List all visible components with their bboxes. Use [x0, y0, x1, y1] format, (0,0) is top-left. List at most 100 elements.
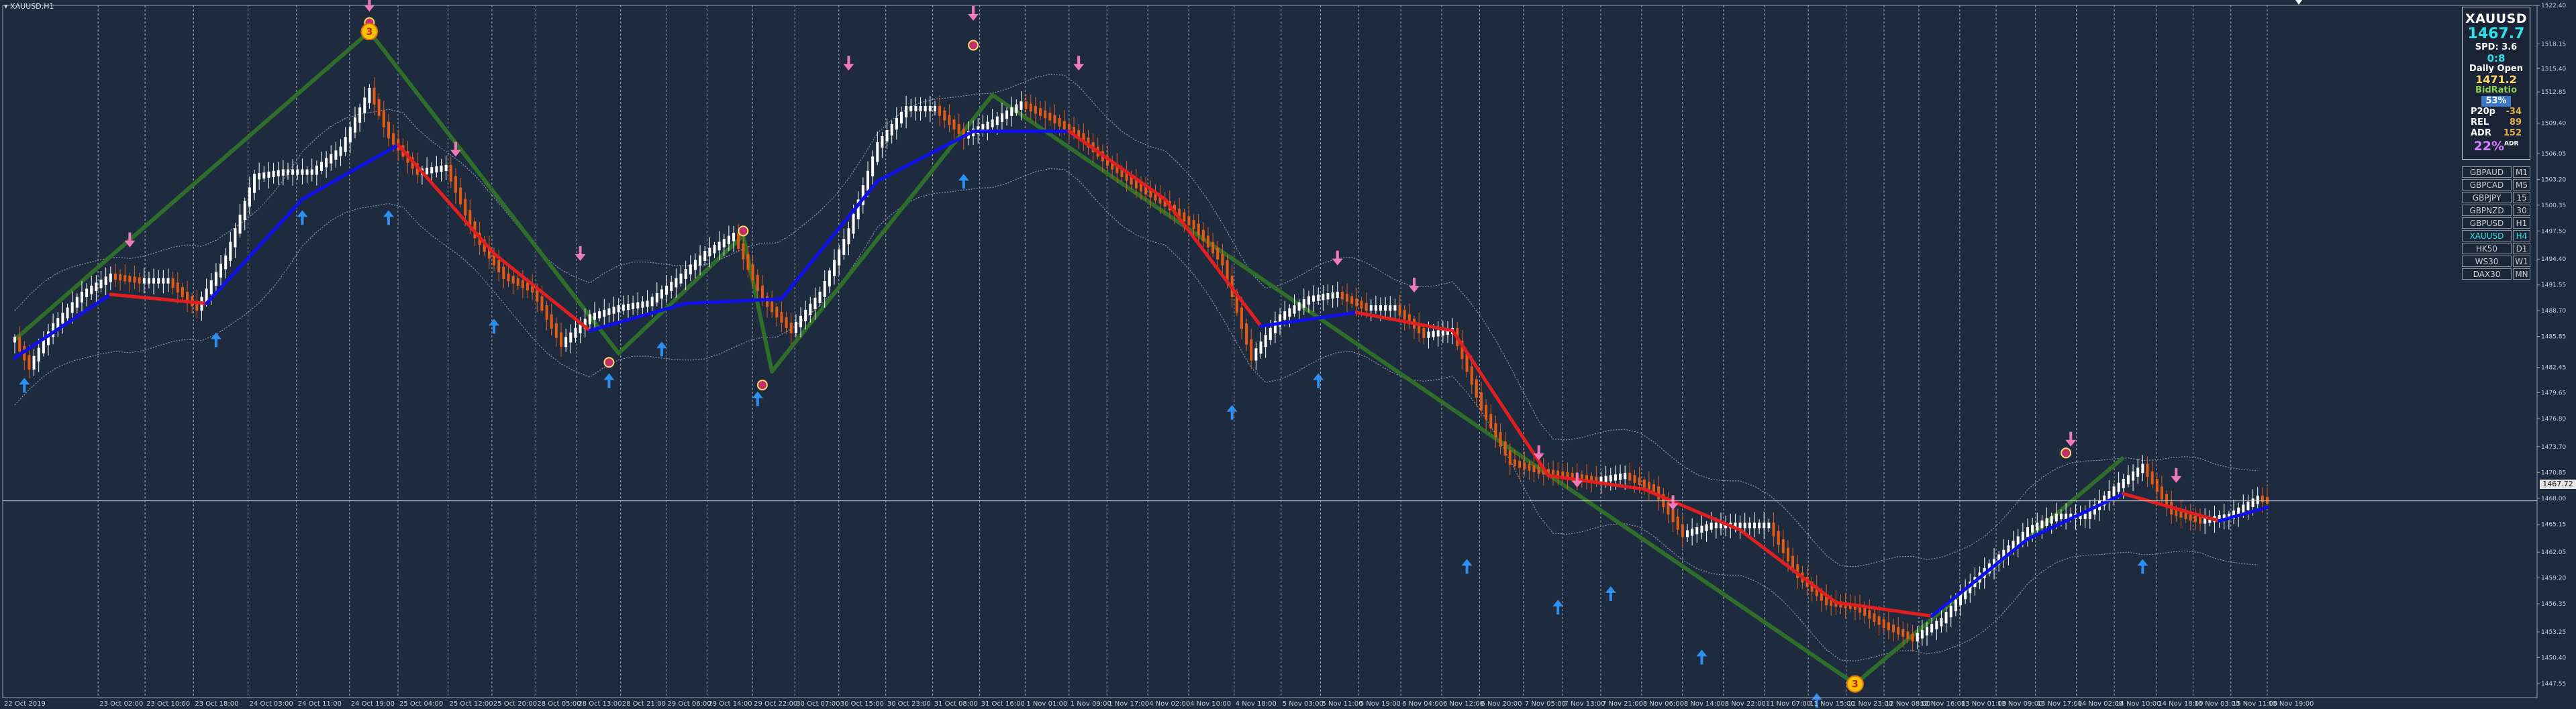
symbol-switch-name[interactable]: GBPJPY [2462, 192, 2512, 203]
ma-segment [80, 305, 93, 315]
symbol-switch-name[interactable]: WS30 [2462, 256, 2512, 267]
candle-body [1465, 353, 1469, 372]
symbol-switch-ws30[interactable]: WS30 W1 [2462, 256, 2530, 267]
y-tick-label: 1459.20 [2541, 576, 2566, 582]
candle-body [588, 314, 591, 325]
candle-body [195, 301, 199, 311]
symbol-switch-gbpaud[interactable]: GBPAUD M1 [2462, 166, 2530, 178]
symbol-switch-name[interactable]: XAUUSD [2462, 230, 2512, 241]
candle-body [1116, 164, 1119, 174]
ma-segment [377, 148, 391, 158]
timeframe-switch[interactable]: MN [2513, 268, 2530, 280]
timeframe-switch[interactable]: M5 [2513, 179, 2530, 190]
symbol-switch-gbpcad[interactable]: GBPCAD M5 [2462, 179, 2530, 190]
time-label: 28 Oct 13:00 [578, 700, 622, 708]
candle-body [1053, 115, 1056, 124]
candle-body [554, 323, 558, 338]
timeframe-switch[interactable]: W1 [2513, 256, 2530, 267]
candle-body [1901, 629, 1905, 637]
candle-body [598, 311, 601, 319]
symbol-switch-dax30[interactable]: DAX30 MN [2462, 268, 2530, 280]
timeframe-switch[interactable]: 30 [2513, 205, 2530, 216]
buy-arrow-icon [1811, 693, 1822, 708]
symbol-switch-name[interactable]: DAX30 [2462, 268, 2512, 280]
symbol-switch-gbpnzd[interactable]: GBPNZD 30 [2462, 205, 2530, 216]
symbol-switch-name[interactable]: GBPCAD [2462, 179, 2512, 190]
candle-body [56, 318, 60, 329]
symbol-switch-name[interactable]: GBPNZD [2462, 205, 2512, 216]
candle-body [387, 121, 390, 139]
ma-segment [550, 298, 563, 309]
ma-segment [1719, 520, 1732, 528]
candle-body [224, 255, 228, 270]
timeframe-switch[interactable]: H1 [2513, 217, 2530, 229]
timeframe-switch[interactable]: D1 [2513, 243, 2530, 254]
chart-menu-icon[interactable]: ▾ [4, 2, 8, 11]
candle-body [1954, 600, 1957, 612]
candle-body [281, 169, 285, 176]
candle-body [1911, 633, 1914, 642]
symbol-switch-name[interactable]: HK50 [2462, 243, 2512, 254]
candle-body [1436, 330, 1440, 337]
time-label: 29 Oct 14:00 [708, 700, 752, 708]
y-tick-label: 1485.85 [2541, 334, 2566, 341]
candle-body [1326, 293, 1330, 300]
time-label: 28 Oct 05:00 [537, 700, 581, 708]
candle-body [1120, 168, 1124, 177]
candle-body [2026, 527, 2029, 537]
candle-body [1245, 323, 1248, 345]
ma-segment [272, 218, 285, 233]
candle-body [1595, 476, 1598, 483]
y-tick-label: 1450.40 [2541, 655, 2566, 662]
ma-segment [1824, 593, 1838, 604]
buy-arrow-icon [1313, 373, 1324, 388]
time-label: 24 Oct 19:00 [351, 700, 395, 708]
candle-body [468, 210, 472, 227]
candle-body [253, 174, 256, 193]
ma-segment [99, 292, 113, 303]
plot-frame [2, 5, 2538, 698]
candle-body [2242, 504, 2245, 513]
chart-shift-marker-icon[interactable] [2295, 0, 2302, 5]
candle-body [1350, 296, 1354, 305]
symbol-switch-gbpjpy[interactable]: GBPJPY 15 [2462, 192, 2530, 203]
candle-body [1777, 531, 1780, 545]
wave-count-marker [360, 23, 379, 41]
ma-segment [846, 203, 860, 219]
ma-segment [42, 331, 55, 341]
ma-segment [32, 337, 46, 347]
chart-symbol-title: ▾ XAUUSD,H1 [4, 2, 54, 11]
symbol-switch-name[interactable]: GBPAUD [2462, 166, 2512, 178]
symbol-switch-xauusd[interactable]: XAUUSD H4 [2462, 230, 2530, 241]
candle-body [856, 199, 860, 220]
symbol-switch-name[interactable]: GBPUSD [2462, 217, 2512, 229]
candles [13, 77, 2269, 652]
symbol-switch-gbpusd[interactable]: GBPUSD H1 [2462, 217, 2530, 229]
candle-body [1638, 477, 1641, 486]
candle-body [1796, 564, 1799, 578]
info-panel: XAUUSD 1467.7 SPD: 3.6 0:8 Daily Open 14… [2462, 7, 2530, 160]
candle-body [37, 347, 40, 362]
ma-segment [348, 164, 362, 174]
candle-body [502, 266, 505, 279]
candle-body [2193, 515, 2197, 523]
info-p20p-row: P20p -34 [2463, 107, 2530, 117]
candle-body [157, 278, 160, 284]
timeframe-switch[interactable]: 15 [2513, 192, 2530, 203]
candle-body [166, 278, 170, 284]
timeframe-switch[interactable]: M1 [2513, 166, 2530, 178]
candle-body [689, 264, 692, 275]
timeframe-switch[interactable]: H4 [2513, 230, 2530, 241]
candle-body [1523, 462, 1526, 470]
candle-body [1087, 138, 1090, 148]
candle-body [119, 274, 122, 281]
candle-body [2203, 517, 2207, 524]
candle-body [42, 339, 45, 353]
candle-body [1681, 524, 1684, 537]
sell-arrow-icon [1571, 472, 1583, 488]
symbol-switch-hk50[interactable]: HK50 D1 [2462, 243, 2530, 254]
candle-body [258, 173, 261, 180]
candle-body [95, 282, 98, 291]
ma-segment [396, 143, 410, 158]
